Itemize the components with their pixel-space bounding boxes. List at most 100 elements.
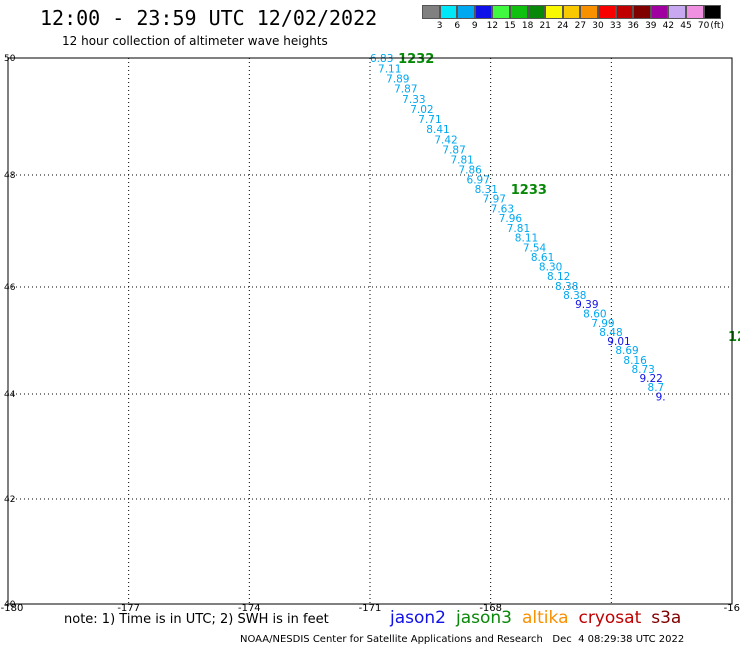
- x-tick-label: -168: [479, 603, 502, 614]
- satellite-legend-item: cryosat: [578, 608, 642, 628]
- wave-height-value: 7.42: [434, 134, 457, 146]
- wave-height-value: 7.33: [402, 94, 425, 106]
- wave-height-value: 8.16: [623, 355, 647, 367]
- map-frame: [7, 57, 733, 605]
- color-swatch: [457, 5, 475, 19]
- wave-height-value: 8.60: [583, 308, 606, 320]
- x-tick-label: -16: [724, 603, 740, 614]
- wave-height-value: 9.39: [575, 299, 598, 311]
- color-scale-label: 18: [521, 21, 534, 31]
- wave-height-value: 8.12: [547, 271, 570, 283]
- color-scale-label: 9: [471, 21, 478, 31]
- wave-height-value: 6.97: [467, 175, 490, 187]
- color-scale-label: 15: [504, 21, 516, 31]
- color-scale-label: 30: [592, 21, 604, 31]
- color-scale-legend: 3 6 9 12 15 18 21 24 27 30 33 36 39 42 45 70 (ft): [422, 5, 724, 33]
- pass-labels: 1232 1233 123: [398, 52, 740, 345]
- wave-height-value: 7.81: [450, 154, 473, 166]
- x-tick-label: -171: [359, 603, 382, 614]
- satellite-legend-item: jason2: [390, 608, 446, 628]
- color-scale-label: 6: [454, 21, 461, 31]
- color-swatch: [597, 5, 616, 19]
- color-scale-label: 21: [539, 21, 551, 31]
- wave-height-value: 7.87: [394, 84, 417, 96]
- x-tick-label: -180: [1, 603, 24, 614]
- color-scale-label: 24: [557, 21, 569, 31]
- wave-height-value: 7.54: [523, 242, 547, 254]
- color-scale-label: 45: [680, 21, 692, 31]
- wave-height-value: 8.48: [599, 327, 622, 339]
- color-swatch: [703, 5, 722, 19]
- color-swatch: [422, 5, 440, 19]
- color-swatch: [580, 5, 598, 19]
- y-tick-label: 40: [4, 600, 16, 610]
- wave-height-value: 7.99: [591, 318, 614, 330]
- satellite-legend-item: altika: [522, 608, 569, 628]
- page-title: 12:00 - 23:59 UTC 12/02/2022: [40, 6, 378, 30]
- wave-height-value: 9.22: [639, 373, 662, 385]
- wave-height-value: 8.73: [631, 364, 654, 376]
- wave-height-value: 8.38: [555, 281, 578, 293]
- wave-height-value: 7.71: [418, 114, 441, 126]
- wave-height-value: 7.89: [386, 74, 409, 86]
- wave-height-value: 8.7: [648, 382, 665, 394]
- color-scale-label: 27: [574, 21, 587, 31]
- color-swatch: [545, 5, 563, 19]
- wave-height-value: 8.30: [539, 261, 562, 273]
- wave-height-value: 9.: [656, 392, 666, 404]
- page-subtitle: 12 hour collection of altimeter wave hei…: [62, 34, 328, 48]
- y-tick-label: 42: [4, 495, 15, 505]
- pass-label: 1233: [511, 183, 547, 198]
- color-swatch: [685, 5, 704, 19]
- color-swatch: [650, 5, 669, 19]
- wave-height-value: 8.31: [475, 184, 498, 196]
- color-swatch: [615, 5, 634, 19]
- x-tick-label: -174: [238, 603, 261, 614]
- satellite-legend: jason2 jason3 altika cryosat s3a: [390, 608, 691, 628]
- map-grid: [8, 58, 732, 604]
- wave-height-value: 9.01: [607, 336, 630, 348]
- color-scale-unit: (ft): [710, 21, 724, 31]
- color-scale-label: 42: [662, 21, 675, 31]
- wave-height-value: 8.41: [426, 124, 449, 136]
- color-swatch: [527, 5, 546, 19]
- color-scale-labels: 3 6 9 12 15 18 21 24 27 30 33 36 39 42 45 70 (ft): [422, 19, 724, 33]
- pass-label: 123: [728, 330, 740, 345]
- color-scale-label: 70: [697, 21, 710, 31]
- wave-height-value: 8.61: [531, 252, 554, 264]
- color-swatch: [474, 5, 493, 19]
- footer-credit: NOAA/NESDIS Center for Satellite Applica…: [240, 634, 685, 645]
- y-tick-label: 44: [4, 390, 16, 400]
- color-swatch: [439, 5, 458, 19]
- wave-height-value: 7.96: [499, 213, 523, 225]
- color-swatch: [668, 5, 686, 19]
- color-scale-label: 3: [436, 21, 443, 31]
- color-scale-label: 33: [609, 21, 622, 31]
- wave-height-value: 8.11: [515, 232, 538, 244]
- color-swatch: [633, 5, 651, 19]
- wave-height-value: 7.02: [410, 104, 433, 116]
- color-scale-label: 39: [645, 21, 657, 31]
- wave-height-value: 6.83: [370, 53, 393, 65]
- footer-note: note: 1) Time is in UTC; 2) SWH is in fe…: [64, 612, 329, 627]
- pass-label: 1232: [398, 52, 434, 67]
- y-tick-label: 46: [4, 283, 16, 293]
- color-scale-label: 12: [486, 21, 499, 31]
- x-tick-label: -177: [117, 603, 140, 614]
- color-scale-label: 36: [627, 21, 639, 31]
- wave-height-value: 8.69: [615, 345, 638, 357]
- wave-height-value: 7.81: [507, 223, 530, 235]
- y-tick-label: 50: [4, 54, 16, 64]
- wave-height-value: 7.63: [491, 204, 514, 216]
- color-scale-bar: [422, 5, 722, 19]
- wave-height-value: 7.86: [458, 164, 482, 176]
- color-swatch: [562, 5, 581, 19]
- wave-height-value: 7.87: [442, 144, 465, 156]
- y-tick-label: 48: [4, 171, 16, 181]
- wave-height-value: 7.11: [378, 64, 401, 76]
- map-axis-labels: 50 48 46 44 42 40-180 -177 -174 -171 -168 -16: [1, 54, 740, 614]
- satellite-legend-item: s3a: [651, 608, 682, 628]
- color-swatch: [509, 5, 528, 19]
- wave-height-value: 8.38: [563, 290, 586, 302]
